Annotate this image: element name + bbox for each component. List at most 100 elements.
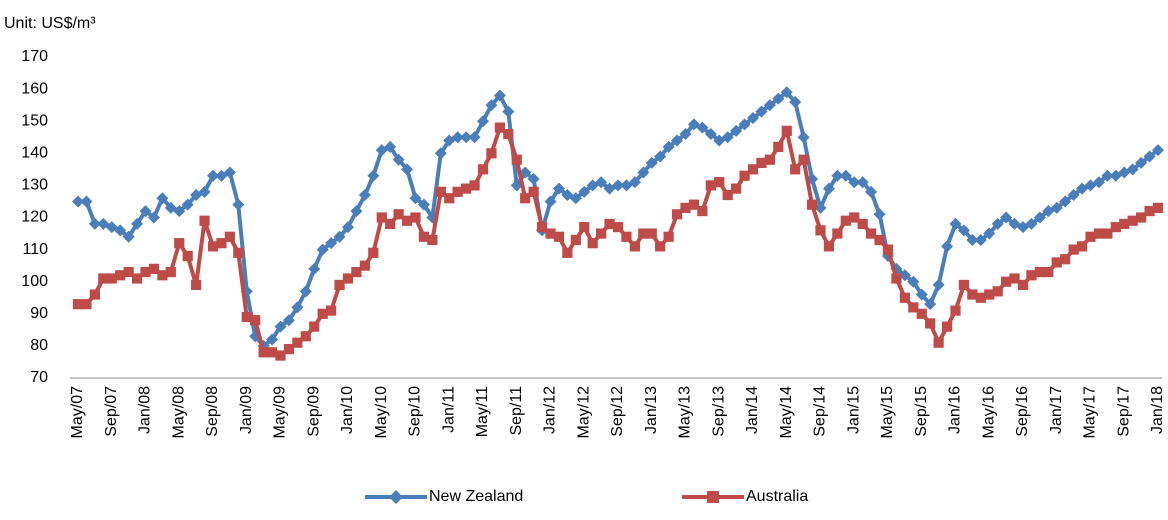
data-point <box>199 215 210 226</box>
data-point <box>1026 270 1037 281</box>
data-point <box>123 266 134 278</box>
data-point <box>527 172 540 185</box>
data-point <box>628 176 641 189</box>
x-tick-label: Sep/17 <box>1115 386 1132 437</box>
data-point <box>494 122 505 133</box>
data-point <box>815 225 826 236</box>
data-point <box>738 118 751 131</box>
data-point <box>299 285 312 298</box>
x-tick-label: May/16 <box>980 386 997 439</box>
y-tick-label: 120 <box>21 209 48 226</box>
data-point <box>274 320 287 333</box>
data-point <box>409 192 422 205</box>
data-point <box>806 199 818 210</box>
data-point <box>461 183 472 194</box>
data-point <box>865 185 878 198</box>
x-tick-label: Jan/08 <box>137 386 154 434</box>
data-point <box>992 286 1003 297</box>
data-point <box>764 154 775 165</box>
data-point <box>705 180 716 191</box>
data-point <box>839 169 852 182</box>
x-tick-label: Sep/08 <box>204 386 221 437</box>
data-point <box>317 308 328 319</box>
data-point <box>1085 231 1096 242</box>
data-point <box>957 224 970 237</box>
data-point <box>840 215 851 226</box>
data-point <box>460 131 473 144</box>
data-point <box>283 344 295 355</box>
data-point <box>300 331 311 342</box>
data-point <box>309 321 320 332</box>
data-point <box>98 273 109 284</box>
data-point <box>452 186 463 197</box>
data-point <box>434 147 447 160</box>
data-point <box>1068 244 1079 255</box>
data-point <box>72 195 84 208</box>
data-point <box>645 156 658 169</box>
x-tick-label: Jan/18 <box>1149 386 1166 434</box>
data-point <box>553 231 565 242</box>
data-point <box>721 131 734 144</box>
data-point <box>156 192 169 205</box>
data-point <box>1092 176 1105 189</box>
x-tick-label: Jan/14 <box>744 386 761 434</box>
data-point <box>688 199 700 210</box>
data-point <box>932 278 945 291</box>
data-point <box>655 241 666 252</box>
data-point <box>773 141 784 152</box>
data-point <box>207 169 219 182</box>
data-point <box>325 237 338 250</box>
data-point <box>1051 257 1062 268</box>
data-point <box>401 163 414 176</box>
data-point <box>114 224 127 237</box>
x-tick-label: Jan/09 <box>238 386 255 434</box>
data-point <box>915 288 928 301</box>
y-tick-label: 90 <box>30 305 48 322</box>
x-tick-label: May/12 <box>575 386 592 439</box>
data-point <box>392 153 405 166</box>
data-point <box>629 241 640 252</box>
data-point <box>342 221 354 234</box>
data-point <box>316 243 329 256</box>
data-point <box>697 205 708 217</box>
data-point <box>1067 189 1080 202</box>
legend-label: Australia <box>746 488 808 505</box>
data-point <box>216 238 227 249</box>
data-point <box>1025 217 1038 230</box>
data-point <box>292 337 303 348</box>
data-point <box>258 347 269 358</box>
y-tick-label: 170 <box>21 48 48 65</box>
data-point <box>291 301 304 314</box>
data-point <box>1001 276 1012 287</box>
data-point <box>941 321 953 332</box>
data-point <box>578 185 591 198</box>
data-point <box>181 198 194 211</box>
data-point <box>72 299 84 310</box>
data-point <box>671 134 684 147</box>
x-tick-label: May/09 <box>272 386 289 439</box>
x-tick-label: Jan/10 <box>339 386 356 434</box>
data-point <box>856 176 869 189</box>
data-point <box>1060 254 1071 265</box>
data-point <box>790 164 801 175</box>
data-point <box>908 302 919 313</box>
data-point <box>511 154 522 165</box>
y-tick-label: 150 <box>21 112 48 129</box>
y-tick-label: 130 <box>21 177 48 194</box>
data-point <box>925 318 936 329</box>
data-point <box>933 337 944 348</box>
data-point <box>115 270 126 281</box>
data-point <box>1102 228 1113 239</box>
data-point <box>967 289 978 300</box>
x-tick-label: May/13 <box>677 386 694 439</box>
data-point <box>814 201 827 214</box>
data-point <box>1017 279 1029 291</box>
y-tick-label: 80 <box>30 337 48 354</box>
data-point <box>832 228 843 239</box>
data-point <box>233 247 244 258</box>
legend-marker <box>707 491 719 503</box>
y-tick-label: 140 <box>21 145 48 162</box>
data-point <box>350 205 363 218</box>
y-tick-label: 160 <box>21 80 48 97</box>
